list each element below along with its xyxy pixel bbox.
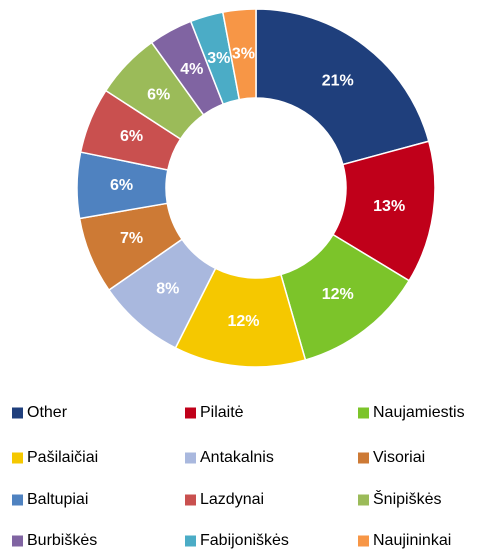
slice-label: 8% xyxy=(156,281,179,298)
legend-label: Lazdynai xyxy=(200,491,264,508)
slice-label: 3% xyxy=(232,45,255,62)
legend-label: Visoriai xyxy=(373,449,425,466)
slice xyxy=(255,8,430,166)
slice-label: 12% xyxy=(322,286,354,303)
legend-label: Naujamiestis xyxy=(373,404,465,421)
legend-label: Šnipiškės xyxy=(373,489,441,508)
legend-label: Pašilaičiai xyxy=(27,449,98,466)
slice-label: 7% xyxy=(120,230,143,247)
legend-swatch xyxy=(358,407,369,419)
legend-swatch xyxy=(185,535,196,547)
legend-label: Naujininkai xyxy=(373,532,451,549)
legend-swatch xyxy=(12,452,23,464)
slice-label: 6% xyxy=(110,177,133,194)
slice xyxy=(221,8,257,101)
legend-label: Baltupiai xyxy=(27,491,88,508)
slice-label: 3% xyxy=(207,50,230,67)
legend-swatch xyxy=(358,494,369,506)
legend-label: Fabijoniškės xyxy=(200,532,289,549)
legend-swatch xyxy=(358,452,369,464)
legend-swatch xyxy=(12,494,23,506)
slice-label: 13% xyxy=(373,198,405,215)
legend-label: Pilaitė xyxy=(200,404,244,421)
legend-swatch xyxy=(358,535,369,547)
legend-label: Burbiškės xyxy=(27,532,97,549)
legend-swatch xyxy=(185,407,196,419)
legend-label: Antakalnis xyxy=(200,449,274,466)
legend-swatch xyxy=(185,494,196,506)
slice-label: 21% xyxy=(322,72,354,89)
slice-label: 12% xyxy=(227,313,259,330)
slice-label: 6% xyxy=(120,128,143,145)
slice-label: 6% xyxy=(147,86,170,103)
legend-swatch xyxy=(12,407,23,419)
slice-label: 4% xyxy=(180,61,203,78)
legend-label: Other xyxy=(27,404,68,421)
legend-swatch xyxy=(185,452,196,464)
legend-swatch xyxy=(12,535,23,547)
